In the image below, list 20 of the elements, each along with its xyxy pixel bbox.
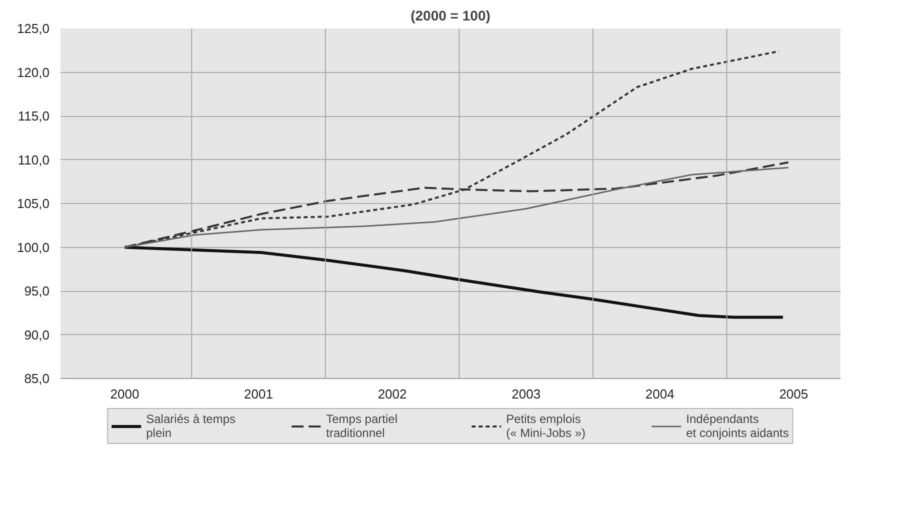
y-tick-label: 85,0 [24,371,50,386]
y-tick-label: 100,0 [16,240,50,255]
x-tick-label: 2000 [110,386,140,402]
y-tick-label: 110,0 [18,152,50,168]
legend-label: Salariés à temps plein [146,412,236,440]
legend-label: Indépendants et conjoints aidants [686,412,789,440]
legend-label: Petits emplois (« Mini-Jobs ») [506,412,586,440]
legend-label: Temps partiel traditionnel [326,412,398,440]
x-tick-label: 2002 [378,386,407,402]
x-tick-label: 2003 [512,386,541,402]
chart-title: (2000 = 100) [410,8,490,24]
y-tick-label: 90,0 [24,327,50,342]
y-tick-label: 95,0 [24,284,50,298]
y-tick-label: 105,0 [16,196,50,211]
x-tick-label: 2001 [244,386,273,402]
y-tick-label: 115,0 [18,108,50,124]
x-tick-label: 2005 [779,386,808,402]
x-tick-label: 2004 [645,386,674,402]
y-tick-label: 120,0 [16,64,50,80]
y-tick-label: 125,0 [16,21,50,36]
